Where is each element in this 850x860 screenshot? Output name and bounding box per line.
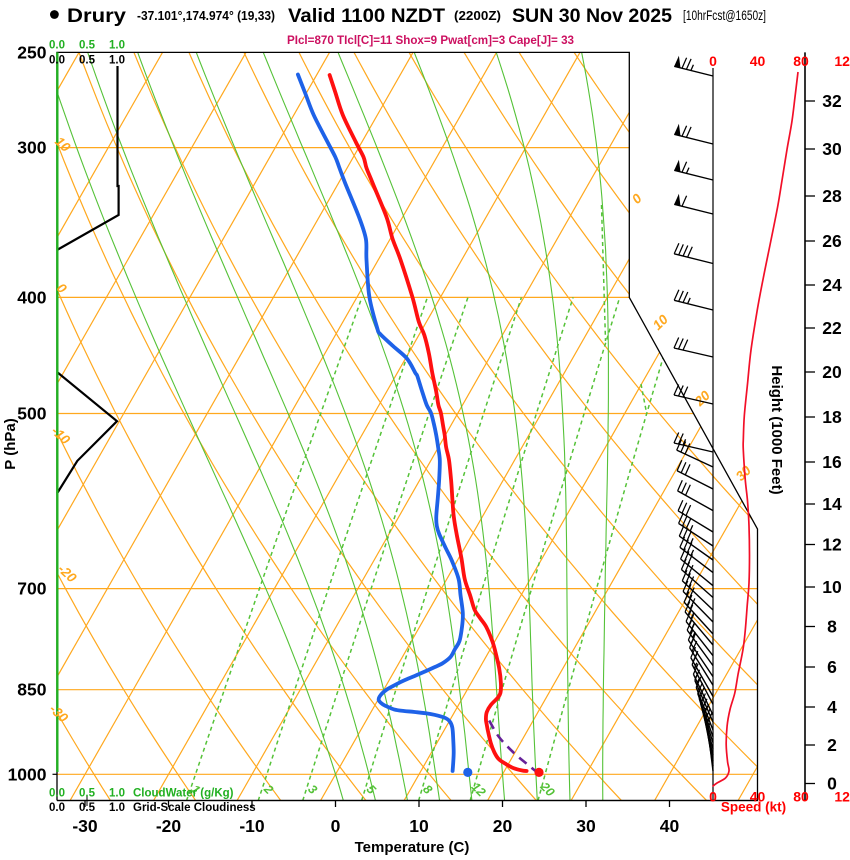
svg-text:30: 30 bbox=[576, 816, 596, 836]
svg-text:20: 20 bbox=[493, 816, 513, 836]
svg-text:-20: -20 bbox=[156, 816, 182, 836]
svg-text:Temperature (C): Temperature (C) bbox=[355, 839, 470, 856]
svg-text:4: 4 bbox=[827, 697, 837, 717]
svg-text:300: 300 bbox=[17, 138, 46, 158]
svg-text:120: 120 bbox=[834, 789, 850, 805]
svg-text:18: 18 bbox=[822, 407, 842, 427]
svg-text:0.5: 0.5 bbox=[79, 788, 96, 800]
svg-text:12: 12 bbox=[822, 535, 842, 555]
svg-text:10: 10 bbox=[822, 577, 842, 597]
svg-text:1000: 1000 bbox=[8, 764, 47, 784]
svg-text:40: 40 bbox=[750, 789, 766, 805]
svg-text:PIcl=870 TIcl[C]=11 Shox=9 Pwa: PIcl=870 TIcl[C]=11 Shox=9 Pwat[cm]=3 Ca… bbox=[287, 33, 574, 47]
svg-text:24: 24 bbox=[822, 275, 842, 295]
svg-text:22: 22 bbox=[822, 318, 842, 338]
svg-text:700: 700 bbox=[17, 579, 46, 599]
svg-text:850: 850 bbox=[17, 680, 46, 700]
svg-text:1.0: 1.0 bbox=[109, 55, 125, 67]
svg-text:Grid-Scale Cloudiness: Grid-Scale Cloudiness bbox=[133, 802, 256, 814]
svg-text:40: 40 bbox=[660, 816, 680, 836]
svg-text:120: 120 bbox=[834, 53, 850, 69]
svg-text:CloudWater (g/Kg): CloudWater (g/Kg) bbox=[133, 788, 234, 800]
svg-text:-10: -10 bbox=[239, 816, 265, 836]
svg-text:16: 16 bbox=[822, 452, 842, 472]
svg-text:250: 250 bbox=[17, 42, 46, 62]
svg-text:14: 14 bbox=[822, 494, 842, 514]
svg-text:20: 20 bbox=[822, 362, 842, 382]
svg-text:0.0: 0.0 bbox=[49, 55, 65, 67]
svg-text:1.0: 1.0 bbox=[109, 802, 125, 814]
svg-text:30: 30 bbox=[822, 139, 842, 159]
svg-text:500: 500 bbox=[17, 404, 46, 424]
svg-text:Drury: Drury bbox=[67, 5, 126, 27]
svg-text:400: 400 bbox=[17, 287, 46, 307]
svg-text:SUN 30 Nov 2025: SUN 30 Nov 2025 bbox=[512, 5, 672, 27]
svg-text:-30: -30 bbox=[72, 816, 98, 836]
svg-text:0: 0 bbox=[331, 816, 341, 836]
svg-text:40: 40 bbox=[750, 53, 766, 69]
svg-text:P (hPa): P (hPa) bbox=[2, 418, 19, 469]
svg-text:0: 0 bbox=[709, 53, 717, 69]
svg-text:Valid 1100 NZDT: Valid 1100 NZDT bbox=[288, 5, 445, 27]
svg-text:80: 80 bbox=[793, 789, 809, 805]
svg-text:10: 10 bbox=[409, 816, 429, 836]
svg-text:0.0: 0.0 bbox=[49, 788, 65, 800]
svg-text:0.0: 0.0 bbox=[49, 40, 65, 52]
svg-text:32: 32 bbox=[822, 91, 842, 111]
svg-text:1.0: 1.0 bbox=[109, 788, 125, 800]
svg-text:0: 0 bbox=[827, 774, 837, 794]
svg-text:0.5: 0.5 bbox=[79, 802, 96, 814]
svg-text:28: 28 bbox=[822, 186, 842, 206]
svg-text:80: 80 bbox=[793, 53, 809, 69]
svg-text:0.0: 0.0 bbox=[49, 802, 65, 814]
svg-text:Speed (kt): Speed (kt) bbox=[721, 800, 786, 815]
svg-text:2: 2 bbox=[827, 735, 837, 755]
svg-text:26: 26 bbox=[822, 231, 842, 251]
svg-text:0.5: 0.5 bbox=[79, 40, 96, 52]
svg-text:Height (1000 Feet): Height (1000 Feet) bbox=[768, 365, 785, 494]
svg-text:-37.101°,174.974° (19,33): -37.101°,174.974° (19,33) bbox=[137, 8, 275, 23]
svg-text:6: 6 bbox=[827, 657, 837, 677]
svg-text:1.0: 1.0 bbox=[109, 40, 125, 52]
svg-text:[10hrFcst@1650z]: [10hrFcst@1650z] bbox=[683, 8, 766, 23]
svg-text:0: 0 bbox=[709, 789, 717, 805]
svg-text:(2200Z): (2200Z) bbox=[454, 8, 501, 23]
svg-text:8: 8 bbox=[827, 617, 837, 637]
svg-text:0.5: 0.5 bbox=[79, 55, 96, 67]
